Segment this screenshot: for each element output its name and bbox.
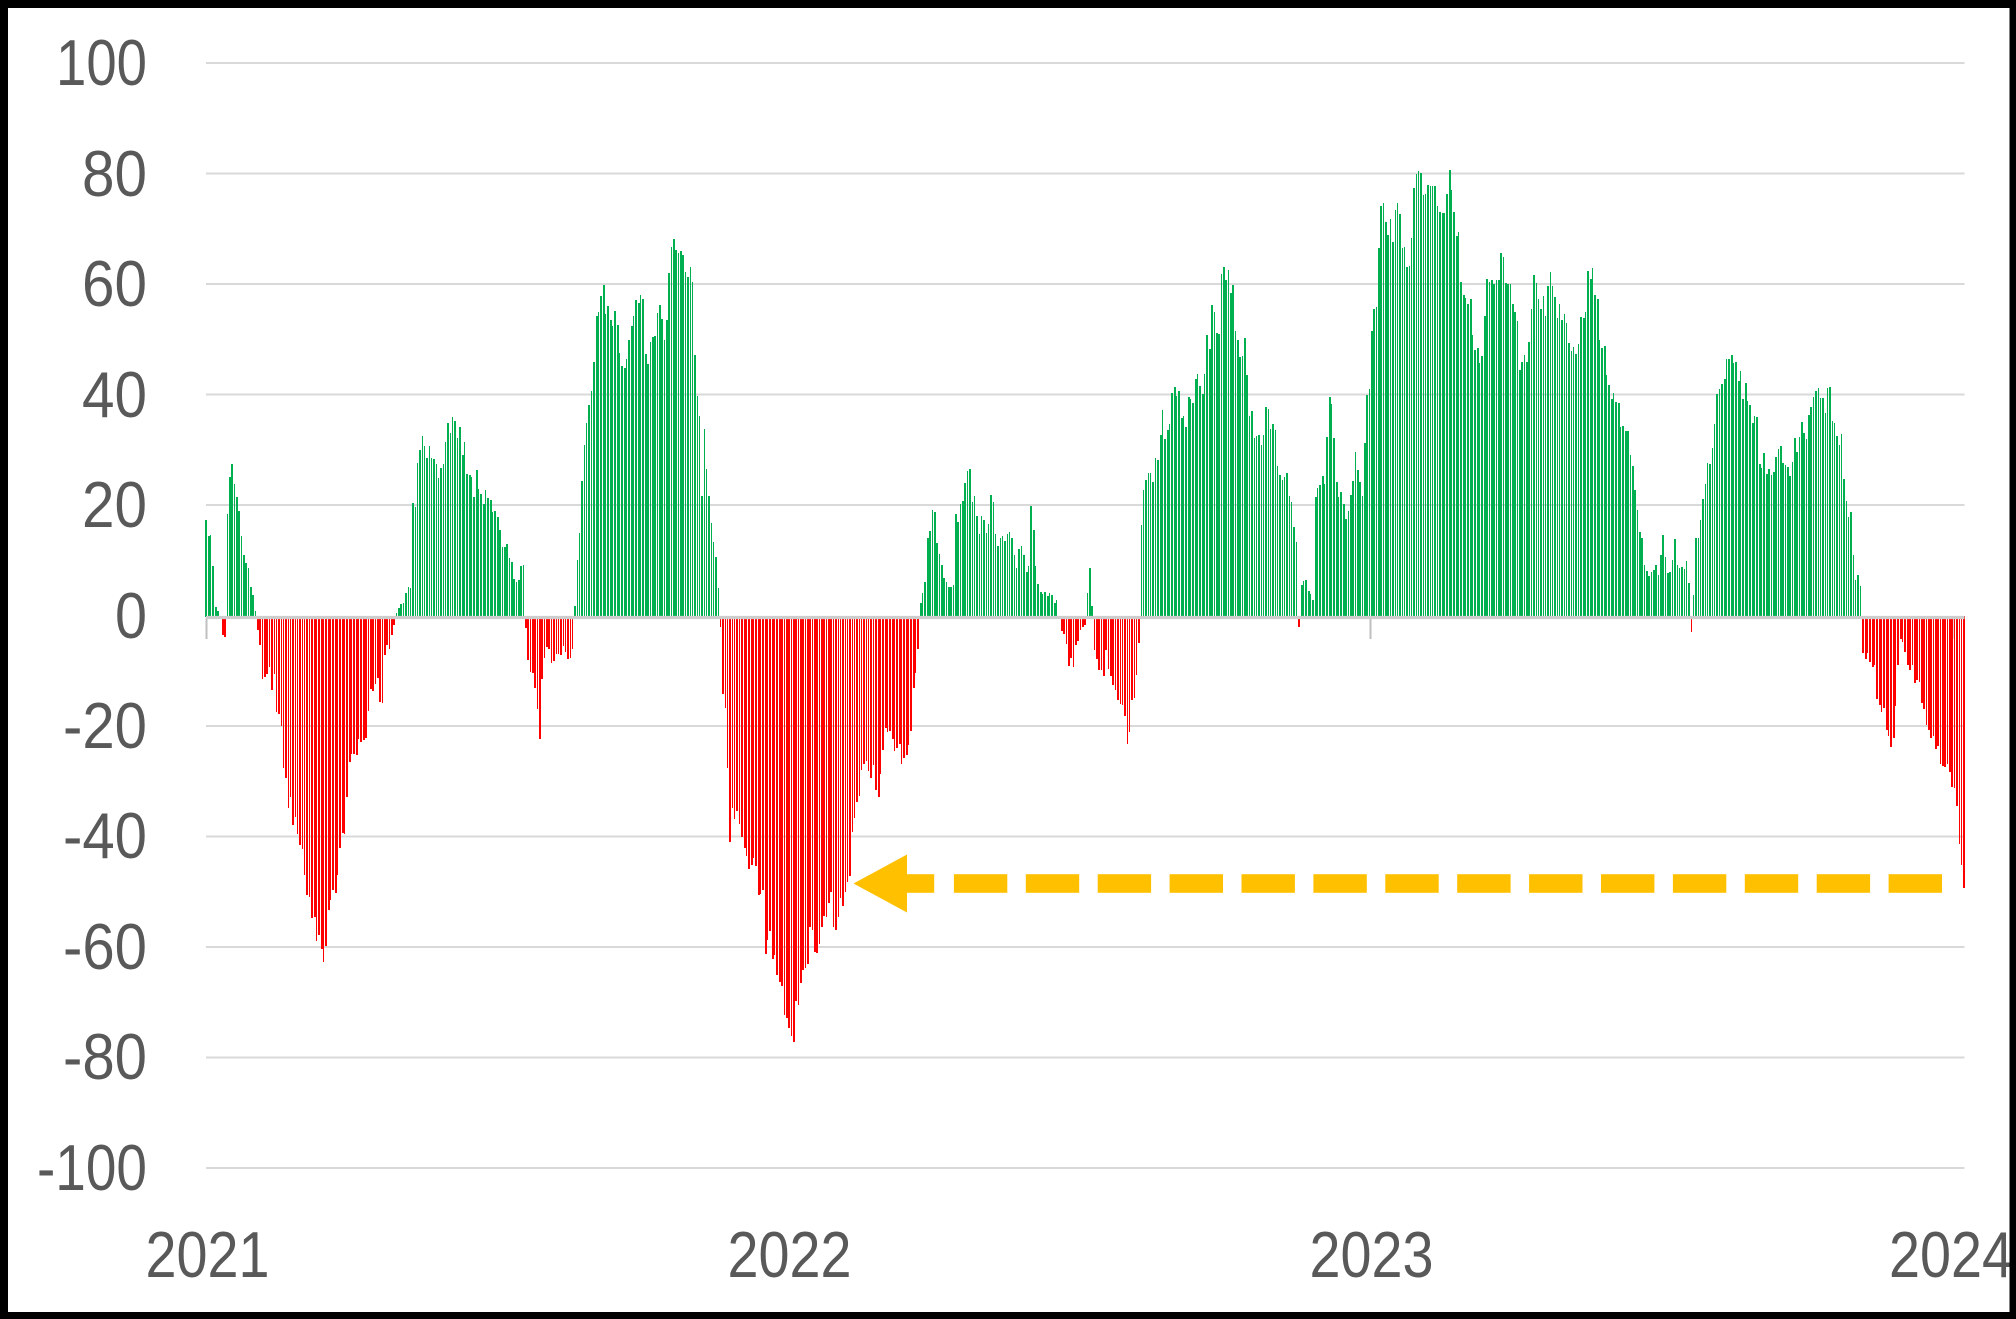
svg-text:0: 0 [115, 579, 147, 652]
svg-text:80: 80 [82, 137, 147, 210]
svg-text:2024: 2024 [1889, 1218, 2013, 1291]
svg-text:-60: -60 [63, 910, 147, 983]
svg-text:-40: -40 [63, 799, 147, 872]
svg-text:100: 100 [56, 26, 147, 99]
svg-text:40: 40 [82, 358, 147, 431]
svg-text:-100: -100 [37, 1131, 147, 1204]
svg-text:60: 60 [82, 247, 147, 320]
svg-text:2022: 2022 [728, 1218, 852, 1291]
svg-text:20: 20 [82, 468, 147, 541]
svg-text:-80: -80 [63, 1020, 147, 1093]
svg-text:2021: 2021 [146, 1218, 270, 1291]
svg-text:2023: 2023 [1310, 1218, 1434, 1291]
svg-text:-20: -20 [63, 689, 147, 762]
